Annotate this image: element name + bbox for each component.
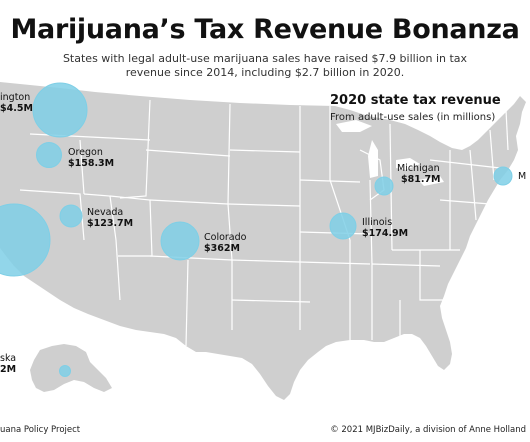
revenue-bubbles (0, 82, 513, 377)
label-oregon: Oregon $158.3M (68, 147, 114, 169)
contiguous-us-landmass (0, 82, 526, 400)
label-nevada-name: Nevada (87, 207, 124, 218)
label-nevada-amount: $123.7M (87, 218, 134, 229)
label-washington-amount: $4.5M (0, 103, 33, 114)
label-washington-name: ington (0, 92, 31, 103)
source-credit: uana Policy Project (0, 425, 81, 435)
legend-subtitle: From adult-use sales (in millions) (330, 112, 496, 123)
bubble-colorado (160, 221, 200, 261)
bubble-alaska (59, 365, 71, 377)
label-illinois-name: Illinois (362, 217, 393, 228)
label-illinois: Illinois $174.9M (362, 217, 408, 239)
map-subtitle: States with legal adult-use marijuana sa… (62, 52, 468, 79)
label-oregon-amount: $158.3M (68, 158, 115, 169)
map-title: Marijuana’s Tax Revenue Bonanza (10, 14, 520, 45)
label-alaska-amount: 2M (0, 364, 17, 375)
label-michigan: Michigan $81.7M (397, 163, 441, 185)
label-colorado: Colorado $362M (204, 232, 246, 254)
bubble-illinois (329, 212, 357, 240)
bubble-washington (32, 82, 88, 138)
label-colorado-name: Colorado (204, 232, 247, 243)
label-alaska: ska 2M (0, 353, 16, 375)
great-lakes (336, 120, 444, 186)
bubble-nevada (59, 204, 83, 228)
bubble-california (0, 203, 51, 277)
bubble-massachusetts (493, 166, 513, 186)
label-michigan-name: Michigan (397, 163, 440, 174)
label-massachusetts-name: M (518, 171, 527, 182)
label-michigan-amount: $81.7M (401, 174, 441, 185)
label-nevada: Nevada $123.7M (87, 207, 133, 229)
label-alaska-name: ska (0, 353, 17, 364)
legend-title: 2020 state tax revenue (330, 93, 501, 108)
label-colorado-amount: $362M (204, 243, 240, 254)
bubble-oregon (36, 142, 62, 168)
alaska-landmass (30, 344, 112, 392)
label-massachusetts: M (518, 171, 526, 182)
label-washington: ington $4.5M (0, 92, 33, 114)
copyright-credit: © 2021 MJBizDaily, a division of Anne Ho… (330, 425, 526, 435)
label-oregon-name: Oregon (68, 147, 103, 158)
label-illinois-amount: $174.9M (362, 228, 409, 239)
bubble-michigan (374, 176, 394, 196)
